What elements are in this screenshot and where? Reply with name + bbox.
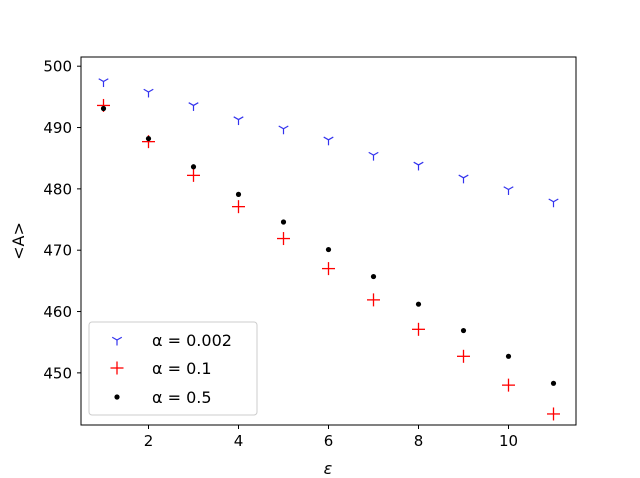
data-point-series-3-x-11 xyxy=(550,380,557,386)
legend-label-series-2: α = 0.1 xyxy=(152,359,212,378)
data-point-series-3-x-6 xyxy=(325,246,332,253)
data-point-series-2-x-5 xyxy=(277,232,290,246)
legend-label-series-3: α = 0.5 xyxy=(152,388,212,407)
legend-marker-series-1 xyxy=(111,336,123,346)
legend: α = 0.002 α = 0.1 α = 0.5 xyxy=(88,321,258,416)
x-tick-label: 10 xyxy=(499,432,518,450)
x-axis-label: ε xyxy=(324,459,333,478)
y-tick-label: 490 xyxy=(43,119,72,137)
x-tick-label: 8 xyxy=(414,432,424,450)
data-point-series-1-x-8 xyxy=(413,161,424,171)
data-point-series-2-x-11 xyxy=(547,407,560,421)
y-tick-label: 480 xyxy=(43,180,72,198)
legend-marker-series-3 xyxy=(114,394,120,400)
data-point-series-1-x-5 xyxy=(278,125,289,135)
data-point-series-2-x-9 xyxy=(457,349,470,363)
data-point-series-1-x-1 xyxy=(98,78,109,88)
data-point-series-3-x-9 xyxy=(460,327,467,334)
y-tick-label: 470 xyxy=(43,242,72,260)
data-point-series-2-x-7 xyxy=(367,293,380,307)
data-point-series-2-x-8 xyxy=(412,322,425,336)
data-point-series-3-x-10 xyxy=(505,353,512,359)
y-tick-label: 500 xyxy=(43,58,72,76)
legend-label-series-1: α = 0.002 xyxy=(152,331,232,350)
data-point-series-2-x-3 xyxy=(187,168,200,182)
data-point-series-1-x-11 xyxy=(548,198,559,208)
data-point-series-1-x-9 xyxy=(458,174,469,184)
data-point-series-3-x-7 xyxy=(370,273,377,280)
data-point-series-3-x-3 xyxy=(190,164,197,170)
data-point-series-2-x-4 xyxy=(232,200,245,214)
x-tick-label: 4 xyxy=(234,432,244,450)
data-point-series-1-x-4 xyxy=(233,116,244,126)
series-1 xyxy=(98,78,559,208)
data-point-series-3-x-5 xyxy=(280,219,287,225)
data-marks xyxy=(97,78,560,421)
data-point-series-1-x-10 xyxy=(503,186,514,195)
data-point-series-3-x-1 xyxy=(100,105,107,112)
x-tick-label: 6 xyxy=(324,432,334,450)
data-point-series-1-x-6 xyxy=(323,136,334,146)
series-3 xyxy=(100,105,557,386)
data-point-series-3-x-2 xyxy=(145,135,152,142)
data-point-series-2-x-10 xyxy=(502,378,515,392)
y-tick-label: 450 xyxy=(43,364,72,382)
data-point-series-2-x-6 xyxy=(322,262,335,276)
y-tick-label: 460 xyxy=(43,303,72,321)
legend-box xyxy=(88,321,258,416)
x-tick-label: 2 xyxy=(144,432,154,450)
axis-ticks: 2 4 6 8 10 450 460 470 480 490 500 xyxy=(43,58,518,450)
data-point-series-3-x-8 xyxy=(415,301,422,307)
y-axis-label: <A> xyxy=(9,222,28,260)
data-point-series-1-x-3 xyxy=(188,102,199,111)
legend-marker-series-2 xyxy=(110,361,124,375)
data-point-series-3-x-4 xyxy=(235,191,242,197)
data-point-series-1-x-2 xyxy=(143,88,154,98)
data-point-series-1-x-7 xyxy=(368,151,379,161)
